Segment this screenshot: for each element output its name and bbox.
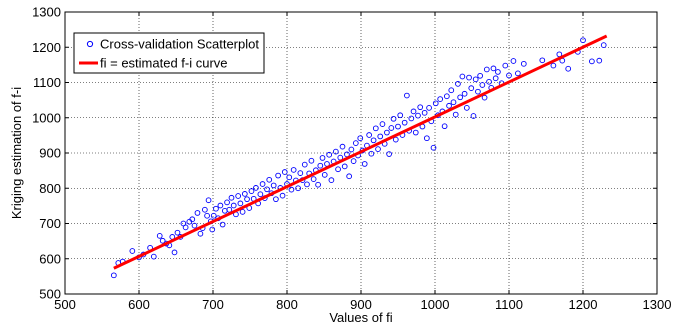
x-tick-label: 700	[202, 297, 224, 312]
x-tick-label: 800	[276, 297, 298, 312]
x-tick-label: 600	[128, 297, 150, 312]
y-tick-label: 600	[39, 251, 61, 266]
x-tick-label: 1200	[569, 297, 598, 312]
y-tick-label: 1000	[32, 110, 61, 125]
y-tick-label: 800	[39, 181, 61, 196]
x-tick-label: 1300	[643, 297, 672, 312]
x-tick-label: 1100	[495, 297, 523, 312]
legend-label-scatter: Cross-validation Scatterplot	[100, 37, 259, 52]
y-tick-label: 700	[39, 216, 61, 231]
y-tick-label: 1100	[33, 75, 61, 90]
y-tick-label: 1200	[32, 40, 61, 55]
x-axis-label: Values of fi	[329, 310, 392, 325]
y-tick-label: 1300	[32, 5, 61, 20]
y-tick-label: 900	[39, 146, 61, 161]
legend-label-line: fi = estimated f-i curve	[100, 56, 228, 71]
y-tick-label: 500	[39, 287, 61, 302]
x-tick-label: 1000	[421, 297, 450, 312]
legend: Cross-validation Scatterplot fi = estima…	[74, 33, 264, 73]
y-axis-label: Kriging estimation of f-i	[9, 87, 24, 219]
